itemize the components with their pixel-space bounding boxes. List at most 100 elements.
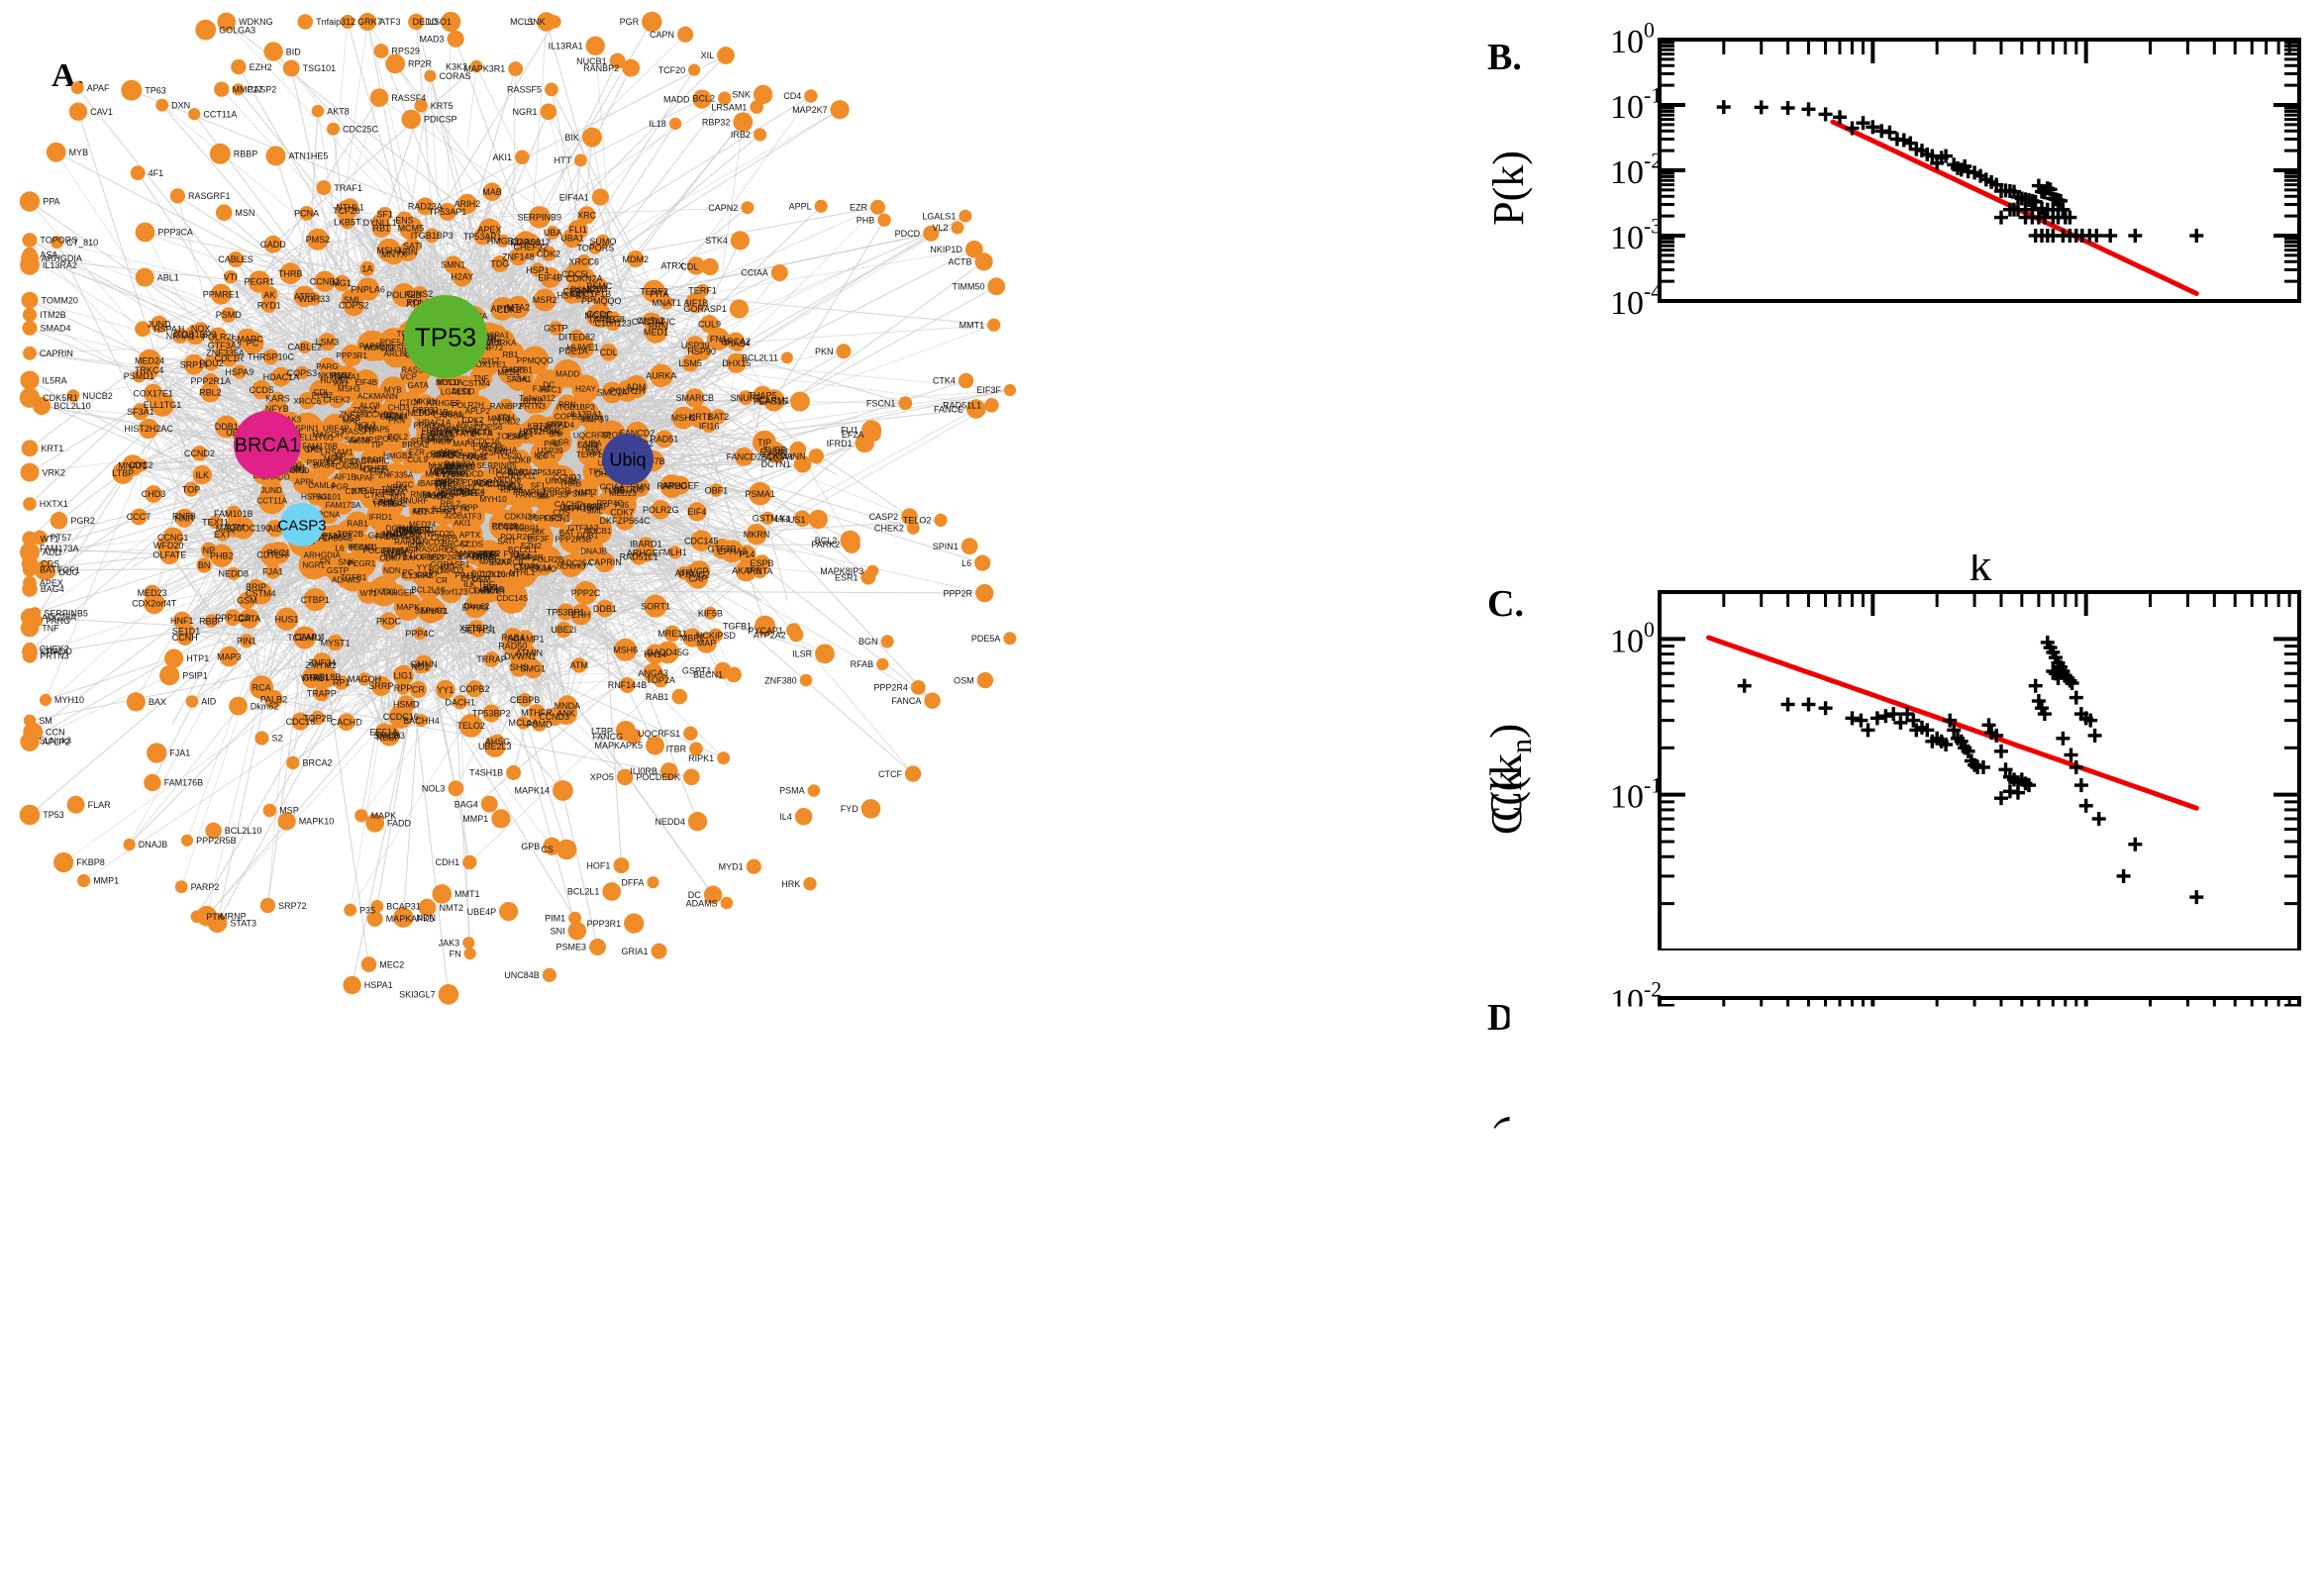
network-node[interactable] xyxy=(647,876,658,888)
network-node[interactable] xyxy=(934,514,947,527)
network-node[interactable] xyxy=(283,60,300,77)
network-node[interactable] xyxy=(69,103,87,121)
network-node[interactable] xyxy=(186,695,199,708)
network-node[interactable] xyxy=(545,83,558,97)
network-node[interactable] xyxy=(344,904,356,917)
network-node[interactable] xyxy=(688,812,707,831)
network-node[interactable] xyxy=(683,769,700,786)
network-node[interactable] xyxy=(21,463,40,482)
network-node[interactable] xyxy=(586,37,605,55)
network-node[interactable] xyxy=(1003,632,1016,645)
network-node[interactable] xyxy=(754,128,766,141)
network-node[interactable] xyxy=(961,538,978,554)
network-node[interactable] xyxy=(20,371,39,390)
network-node[interactable] xyxy=(747,859,761,874)
network-node[interactable] xyxy=(20,255,40,275)
network-node[interactable] xyxy=(840,531,859,550)
network-node[interactable] xyxy=(786,623,801,638)
network-node[interactable] xyxy=(312,105,325,118)
network-node[interactable] xyxy=(861,420,881,440)
network-node[interactable] xyxy=(905,765,921,781)
network-node[interactable] xyxy=(263,42,282,60)
network-node[interactable] xyxy=(195,20,216,41)
network-node[interactable] xyxy=(881,635,894,648)
network-node[interactable] xyxy=(24,734,37,747)
network-node[interactable] xyxy=(23,542,37,555)
network-node[interactable] xyxy=(22,292,39,309)
network-node[interactable] xyxy=(23,233,38,248)
network-node[interactable] xyxy=(952,222,964,235)
hub-node-ubiq[interactable]: Ubiq xyxy=(602,434,654,485)
network-node[interactable] xyxy=(508,61,523,76)
network-node[interactable] xyxy=(481,796,498,813)
network-node[interactable] xyxy=(924,693,940,709)
network-node[interactable] xyxy=(730,299,749,318)
network-node[interactable] xyxy=(683,727,697,741)
network-node[interactable] xyxy=(543,968,556,982)
network-node[interactable] xyxy=(22,440,39,456)
network-node[interactable] xyxy=(836,344,851,358)
network-node[interactable] xyxy=(354,809,367,822)
network-node[interactable] xyxy=(464,948,476,959)
network-node[interactable] xyxy=(975,584,993,602)
network-node[interactable] xyxy=(136,268,154,287)
network-node[interactable] xyxy=(121,80,142,101)
network-node[interactable] xyxy=(385,54,405,74)
network-node[interactable] xyxy=(861,799,881,819)
network-node[interactable] xyxy=(987,319,1000,332)
network-node[interactable] xyxy=(20,805,41,826)
network-node[interactable] xyxy=(553,780,573,801)
network-node[interactable] xyxy=(298,14,314,30)
network-node[interactable] xyxy=(23,308,37,322)
network-node[interactable] xyxy=(316,180,331,195)
network-node[interactable] xyxy=(877,214,890,227)
network-node[interactable] xyxy=(71,81,84,94)
network-node[interactable] xyxy=(815,644,835,663)
network-node[interactable] xyxy=(231,59,246,74)
network-node[interactable] xyxy=(144,774,160,791)
network-node[interactable] xyxy=(574,153,587,166)
network-node[interactable] xyxy=(23,347,37,360)
network-node[interactable] xyxy=(448,31,464,48)
network-node[interactable] xyxy=(602,882,621,901)
network-node[interactable] xyxy=(870,200,885,215)
network-node[interactable] xyxy=(624,914,644,934)
network-node[interactable] xyxy=(614,857,630,873)
network-node[interactable] xyxy=(327,123,340,136)
network-node[interactable] xyxy=(831,100,850,119)
network-node[interactable] xyxy=(800,674,813,687)
network-node[interactable] xyxy=(462,855,476,869)
network-node[interactable] xyxy=(53,852,73,872)
network-node[interactable] xyxy=(136,223,155,243)
network-node[interactable] xyxy=(181,835,193,847)
network-node[interactable] xyxy=(439,984,459,1005)
network-node[interactable] xyxy=(374,44,389,58)
network-node[interactable] xyxy=(155,99,168,112)
network-node[interactable] xyxy=(671,689,687,705)
network-node[interactable] xyxy=(717,47,735,64)
network-node[interactable] xyxy=(911,680,926,695)
network-node[interactable] xyxy=(790,392,810,412)
network-node[interactable] xyxy=(216,204,233,221)
network-node[interactable] xyxy=(771,264,788,281)
network-node[interactable] xyxy=(876,658,888,670)
network-node[interactable] xyxy=(589,939,606,955)
network-node[interactable] xyxy=(592,189,609,206)
network-node[interactable] xyxy=(717,751,730,764)
network-node[interactable] xyxy=(50,512,68,530)
network-node[interactable] xyxy=(448,780,463,796)
network-node[interactable] xyxy=(170,188,185,203)
network-node[interactable] xyxy=(131,165,146,180)
network-node[interactable] xyxy=(750,100,763,114)
network-node[interactable] xyxy=(795,808,813,826)
network-node[interactable] xyxy=(506,765,521,780)
network-node[interactable] xyxy=(361,956,377,972)
network-node[interactable] xyxy=(164,648,183,667)
network-node[interactable] xyxy=(669,118,681,130)
network-node[interactable] xyxy=(286,756,299,769)
network-node[interactable] xyxy=(541,104,557,121)
network-node[interactable] xyxy=(343,976,360,994)
network-node[interactable] xyxy=(721,897,734,910)
network-node[interactable] xyxy=(688,64,700,76)
network-node[interactable] xyxy=(965,241,983,258)
